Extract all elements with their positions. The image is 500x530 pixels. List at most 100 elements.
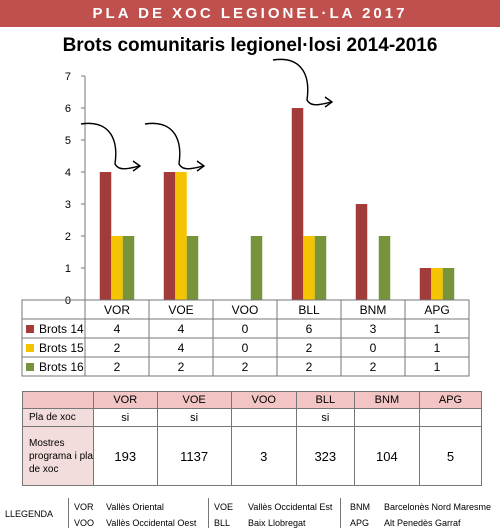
bar bbox=[99, 172, 112, 300]
data-label: 0 bbox=[242, 322, 249, 336]
info-header-cell: VOR bbox=[93, 391, 158, 409]
legend-title: LLEGENDA bbox=[5, 509, 54, 519]
series-name: Brots 15 bbox=[39, 341, 84, 355]
legend-code: VOO bbox=[74, 518, 95, 528]
info-row-label: Mostres programa i pla de xoc bbox=[22, 426, 94, 486]
data-label: 2 bbox=[306, 341, 313, 355]
trend-arrow bbox=[144, 122, 204, 170]
info-cell: 5 bbox=[418, 426, 483, 486]
bar-chart: 0 1 2 3 4 5 6 7 VOR VOE VOO BLL BNM APG Brots 14 4 4 0 6 3 1… bbox=[21, 58, 470, 377]
bar bbox=[314, 236, 327, 300]
y-tick-label: 7 bbox=[65, 71, 71, 83]
data-label: 0 bbox=[242, 341, 249, 355]
info-table-row-pla: Pla de xoc si si si bbox=[22, 408, 483, 427]
data-label: 4 bbox=[178, 341, 185, 355]
legend-code: APG bbox=[350, 518, 370, 528]
info-header-cell: APG bbox=[418, 391, 483, 409]
y-tick-label: 5 bbox=[65, 135, 71, 147]
y-tick-label: 4 bbox=[65, 167, 71, 179]
legend-code: BLL bbox=[214, 518, 231, 528]
info-cell bbox=[353, 408, 420, 427]
legend-swatch bbox=[26, 363, 34, 371]
legend-code: VOR bbox=[74, 502, 94, 512]
x-tick-label: VOR bbox=[104, 303, 130, 317]
legend-region-name: Vallès Occidental Oest bbox=[106, 518, 197, 528]
info-cell: si bbox=[295, 408, 355, 427]
data-label: 6 bbox=[306, 322, 313, 336]
bar bbox=[431, 268, 443, 300]
data-label: 2 bbox=[306, 360, 313, 374]
data-label: 2 bbox=[370, 360, 377, 374]
bar bbox=[378, 236, 391, 300]
bar bbox=[122, 236, 135, 300]
data-label: 3 bbox=[370, 322, 377, 336]
x-tick-label: APG bbox=[424, 303, 449, 317]
data-label: 2 bbox=[178, 360, 185, 374]
trend-arrow bbox=[272, 58, 332, 106]
info-table-corner-cell bbox=[22, 391, 94, 409]
bar bbox=[355, 204, 368, 300]
info-header-cell: BNM bbox=[353, 391, 420, 409]
bar bbox=[442, 268, 455, 300]
legend-divider bbox=[68, 498, 69, 528]
legend-divider bbox=[208, 498, 209, 528]
info-table: VOR VOE VOO BLL BNM APG Pla de xoc si si… bbox=[22, 391, 483, 486]
legend-region-name: Baix Llobregat bbox=[248, 518, 306, 528]
x-tick-label: VOE bbox=[168, 303, 193, 317]
x-tick-label: BNM bbox=[360, 303, 387, 317]
y-tick-label: 6 bbox=[65, 103, 71, 115]
info-cell bbox=[230, 408, 297, 427]
info-cell: 323 bbox=[295, 426, 355, 486]
series-name: Brots 16 bbox=[39, 360, 84, 374]
y-tick-label: 2 bbox=[65, 231, 71, 243]
data-label: 1 bbox=[434, 360, 441, 374]
bar bbox=[111, 236, 123, 300]
series-name: Brots 14 bbox=[39, 322, 84, 336]
info-header-cell: VOE bbox=[156, 391, 232, 409]
data-label: 4 bbox=[178, 322, 185, 336]
info-header-cell: BLL bbox=[295, 391, 355, 409]
y-tick-label: 0 bbox=[65, 295, 71, 307]
data-label: 1 bbox=[434, 341, 441, 355]
data-label: 2 bbox=[114, 341, 121, 355]
y-tick-label: 3 bbox=[65, 199, 71, 211]
bar bbox=[419, 268, 432, 300]
y-tick-label: 1 bbox=[65, 263, 71, 275]
trend-arrowhead bbox=[196, 160, 206, 172]
info-cell: 193 bbox=[93, 426, 158, 486]
legend-region-name: Vallès Oriental bbox=[106, 502, 164, 512]
info-cell bbox=[418, 408, 483, 427]
legend-region-name: Alt Penedès Garraf bbox=[384, 518, 461, 528]
trend-arrow bbox=[80, 122, 140, 170]
bar bbox=[186, 236, 199, 300]
data-label: 0 bbox=[370, 341, 377, 355]
info-row-label: Pla de xoc bbox=[22, 408, 94, 427]
info-header-cell: VOO bbox=[230, 391, 297, 409]
data-label: 1 bbox=[434, 322, 441, 336]
page-banner: PLA DE XOC LEGIONEL·LA 2017 bbox=[0, 0, 500, 27]
legend-divider bbox=[340, 498, 341, 528]
legend-swatch bbox=[26, 325, 34, 333]
trend-arrowhead bbox=[324, 96, 334, 108]
info-cell: si bbox=[156, 408, 232, 427]
x-tick-label: VOO bbox=[232, 303, 259, 317]
trend-arrowhead bbox=[132, 160, 142, 172]
bar bbox=[175, 172, 187, 300]
data-label: 2 bbox=[242, 360, 249, 374]
info-cell: 3 bbox=[230, 426, 297, 486]
info-cell: si bbox=[93, 408, 158, 427]
legend: LLEGENDA VOR Vallès Oriental VOO Vallès … bbox=[0, 496, 500, 530]
bar bbox=[291, 108, 304, 300]
info-table-row-mostres: Mostres programa i pla de xoc 193 1137 3… bbox=[22, 426, 483, 486]
data-label: 2 bbox=[114, 360, 121, 374]
info-cell: 1137 bbox=[156, 426, 232, 486]
legend-code: VOE bbox=[214, 502, 234, 512]
legend-region-name: Barcelonès Nord Maresme bbox=[384, 502, 492, 512]
info-table-header-row: VOR VOE VOO BLL BNM APG bbox=[22, 391, 483, 409]
legend-region-name: Vallès Occidental Est bbox=[248, 502, 333, 512]
info-cell: 104 bbox=[353, 426, 420, 486]
bar bbox=[303, 236, 315, 300]
legend-code: BNM bbox=[350, 502, 370, 512]
legend-swatch bbox=[26, 344, 34, 352]
data-label: 4 bbox=[114, 322, 121, 336]
